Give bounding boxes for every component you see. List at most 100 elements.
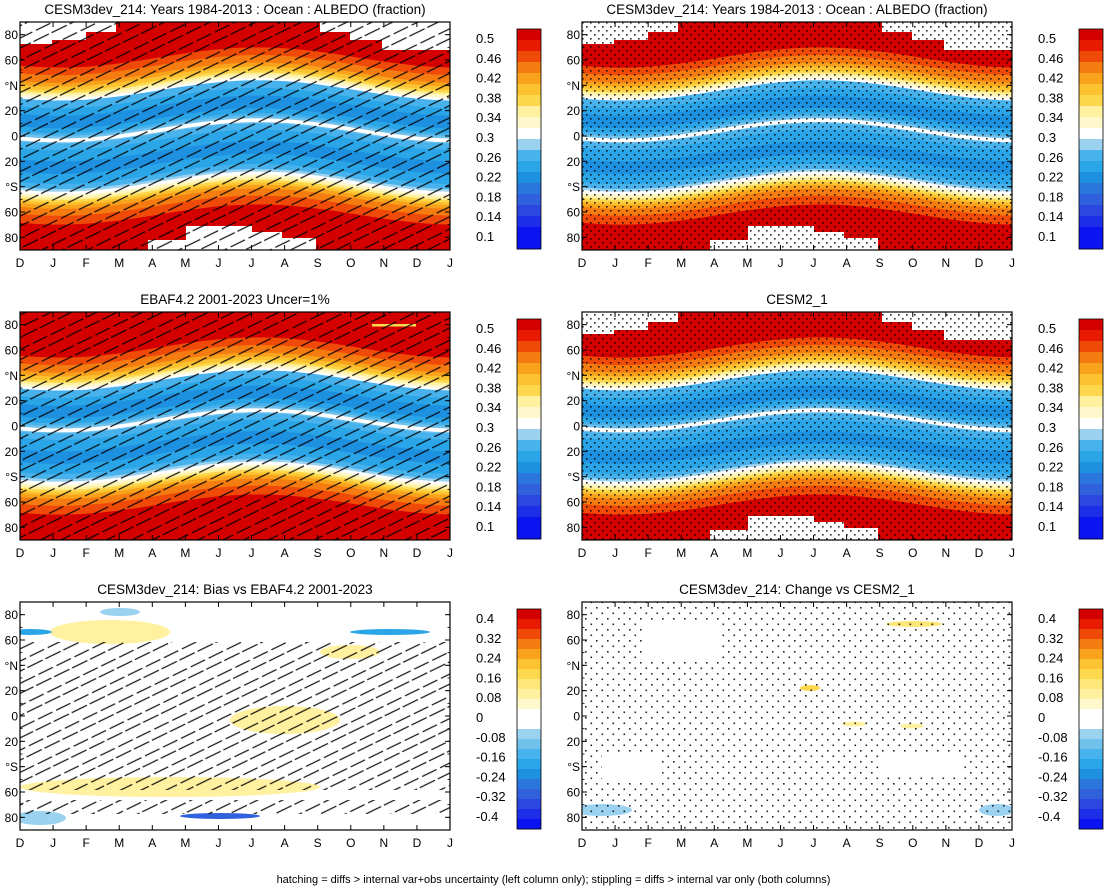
stippling-overlay <box>582 22 1012 250</box>
hatching-overlay <box>20 22 450 250</box>
colorbar-swatch <box>517 451 541 463</box>
x-tick-label: D <box>16 546 25 560</box>
y-tick-label: °N <box>5 79 18 93</box>
x-tick-label: S <box>876 546 884 560</box>
non-significant-area <box>642 622 722 662</box>
colorbar-swatch <box>517 205 541 217</box>
colorbar-swatch <box>1079 161 1103 173</box>
x-tick-label: N <box>380 546 389 560</box>
colorbar-label: 0.18 <box>476 479 501 494</box>
colorbar: 0.5 0.46 0.42 0.38 0.34 0.3 0.26 0.22 0.18 0.14 0.… <box>476 28 542 250</box>
colorbar-swatch <box>1079 609 1103 620</box>
x-tick-label: D <box>16 836 25 850</box>
x-tick-label: A <box>281 836 289 850</box>
colorbar-swatch <box>1079 462 1103 474</box>
colorbar-swatch <box>517 659 541 670</box>
colorbar-frame <box>516 318 542 540</box>
y-tick-label: 80 <box>5 231 19 245</box>
colorbar-swatch <box>1079 418 1103 430</box>
x-tick-label: J <box>811 546 817 560</box>
colorbar-swatch <box>1079 517 1103 529</box>
colorbar-swatch <box>517 739 541 750</box>
colorbar-swatch <box>517 319 541 331</box>
x-tick-label: J <box>1009 256 1015 270</box>
y-tick-label: °S <box>5 470 18 484</box>
y-tick-label: 60 <box>567 344 581 358</box>
x-tick-label: A <box>843 836 851 850</box>
colorbar-swatch <box>1079 669 1103 680</box>
x-tick-label: A <box>148 836 156 850</box>
colorbar-swatch <box>1079 689 1103 700</box>
y-tick-label: 20 <box>5 155 19 169</box>
colorbar-swatch <box>1079 205 1103 217</box>
colorbar-swatch <box>1079 739 1103 750</box>
colorbar-swatch <box>517 473 541 485</box>
x-tick-label: D <box>578 256 587 270</box>
colorbar-swatch <box>517 799 541 810</box>
colorbar-swatch <box>1079 619 1103 630</box>
colorbar-label: 0.5 <box>1038 31 1056 46</box>
colorbar-swatch <box>517 769 541 780</box>
colorbar-swatch <box>517 819 541 830</box>
colorbar-frame <box>516 608 542 830</box>
colorbar-swatch <box>1079 385 1103 397</box>
colorbar-swatch <box>1079 227 1103 239</box>
colorbar-swatch <box>1079 330 1103 342</box>
x-tick-label: F <box>82 256 89 270</box>
colorbar-label: 0.26 <box>1038 150 1063 165</box>
colorbar-swatch <box>517 117 541 129</box>
colorbar-swatch <box>1079 363 1103 375</box>
panel-title: CESM3dev_214: Change vs CESM2_1 <box>679 582 915 597</box>
colorbar-label: 0.3 <box>1038 130 1056 145</box>
colorbar-label: 0.34 <box>1038 110 1063 125</box>
colorbar-label: 0.22 <box>1038 460 1063 475</box>
y-tick-label: °S <box>567 760 580 774</box>
panel-title: CESM3dev_214: Bias vs EBAF4.2 2001-2023 <box>97 582 372 597</box>
x-tick-label: J <box>811 836 817 850</box>
colorbar-swatch <box>517 374 541 386</box>
x-tick-label: N <box>942 256 951 270</box>
colorbar: 0.5 0.46 0.42 0.38 0.34 0.3 0.26 0.22 0.18 0.14 0.… <box>476 318 542 540</box>
y-tick-label: 20 <box>5 735 19 749</box>
colorbar-swatch <box>517 363 541 375</box>
x-tick-label: A <box>710 256 718 270</box>
colorbar-label: 0.1 <box>476 229 494 244</box>
bias-region <box>180 813 260 819</box>
colorbar-swatch <box>517 719 541 730</box>
colorbar-label: 0.5 <box>476 321 494 336</box>
y-tick-label: 0 <box>11 130 18 144</box>
colorbar-swatch <box>1079 172 1103 184</box>
axes: 80 60 °N 20 0 20 °S 60 80 D J F M A M J J A S O N D J CESM3dev_… <box>567 2 1015 270</box>
colorbar-swatch <box>517 759 541 770</box>
x-tick-label: O <box>346 836 355 850</box>
colorbar-label: 0.14 <box>476 209 501 224</box>
y-tick-label: 60 <box>567 786 581 800</box>
x-tick-label: M <box>114 546 124 560</box>
colorbar-swatch <box>517 629 541 640</box>
x-tick-label: J <box>447 256 453 270</box>
panel-title: CESM3dev_214: Years 1984-2013 : Ocean : … <box>44 2 425 17</box>
x-tick-label: J <box>249 256 255 270</box>
x-tick-label: J <box>249 836 255 850</box>
colorbar-swatch <box>1079 150 1103 162</box>
figure-caption: hatching = diffs > internal var+obs unce… <box>276 874 831 886</box>
colorbar-swatch <box>517 517 541 529</box>
colorbar-swatch <box>517 62 541 74</box>
colorbar-label: 0.26 <box>476 440 501 455</box>
colorbar-label: -0.16 <box>476 750 506 765</box>
x-tick-label: N <box>942 546 951 560</box>
colorbar-frame <box>1078 28 1104 250</box>
x-tick-label: D <box>975 836 984 850</box>
y-tick-label: 60 <box>5 496 19 510</box>
colorbar-swatch <box>517 669 541 680</box>
colorbar-label: 0.1 <box>476 519 494 534</box>
x-tick-label: M <box>180 256 190 270</box>
colorbar-swatch <box>517 699 541 710</box>
colorbar-label: 0.46 <box>1038 341 1063 356</box>
x-tick-label: J <box>447 836 453 850</box>
colorbar-swatch <box>1079 440 1103 452</box>
colorbar-swatch <box>517 609 541 620</box>
colorbar-swatch <box>1079 809 1103 820</box>
colorbar-label: 0.42 <box>1038 361 1063 376</box>
colorbar-swatch <box>517 528 541 540</box>
